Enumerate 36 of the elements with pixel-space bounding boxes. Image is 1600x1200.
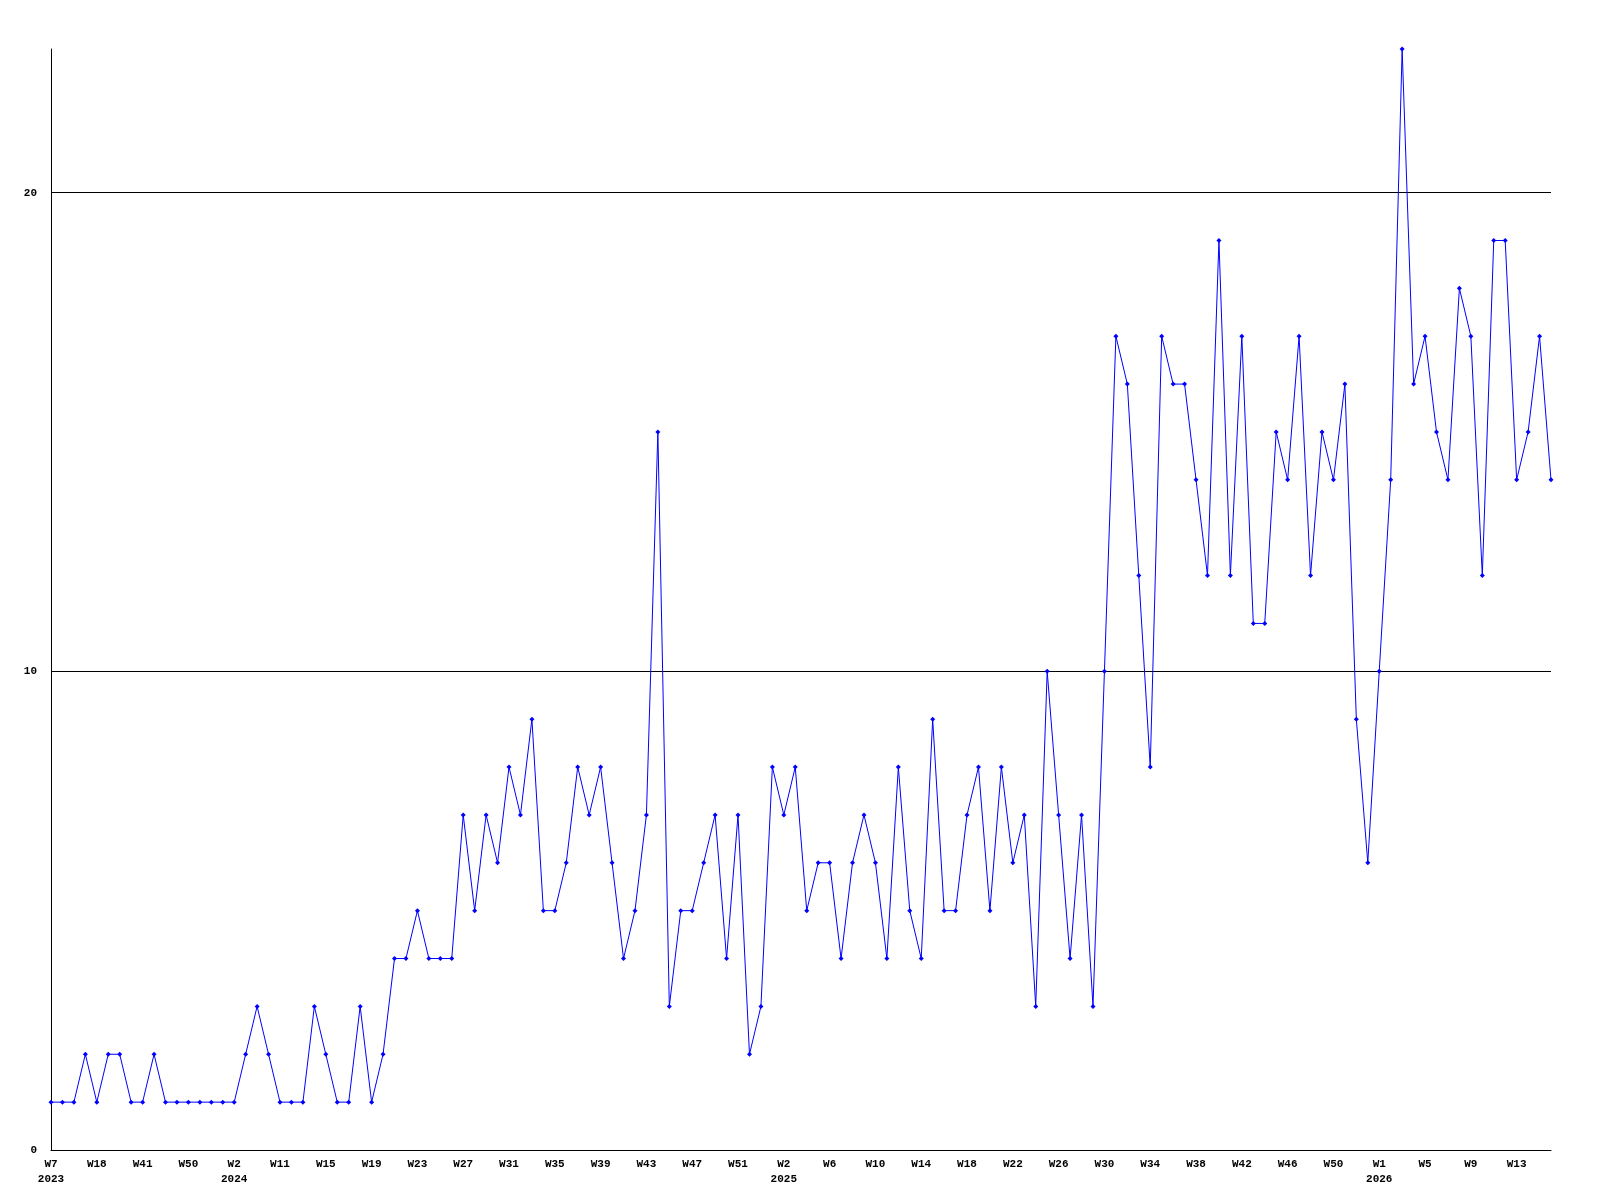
x-tick-label: W5 bbox=[1418, 1157, 1433, 1170]
x-tick-label: W50 bbox=[1323, 1157, 1344, 1170]
x-tick-label: W9 bbox=[1464, 1157, 1478, 1170]
x-tick-label: W26 bbox=[1048, 1157, 1069, 1170]
x-tick-label: W43 bbox=[636, 1157, 657, 1170]
y-tick-label: 10 bbox=[23, 665, 37, 678]
x-tick-label: W34 bbox=[1140, 1157, 1161, 1170]
x-tick-label: W39 bbox=[590, 1157, 611, 1170]
x-tick-label: W11 bbox=[270, 1157, 291, 1170]
x-tick-label: W41 bbox=[132, 1157, 153, 1170]
x-tick-label: W18 bbox=[86, 1157, 108, 1170]
x-tick-label: W35 bbox=[544, 1157, 566, 1170]
x-tick-label: W27 bbox=[453, 1157, 474, 1170]
x-tick-label: W15 bbox=[315, 1157, 337, 1170]
x-tick-label: W18 bbox=[957, 1157, 978, 1170]
x-tick-label: W7 2023 bbox=[37, 1157, 65, 1185]
x-tick-label: W30 bbox=[1094, 1157, 1115, 1170]
x-tick-label: W50 bbox=[178, 1157, 199, 1170]
x-tick-label: W31 bbox=[499, 1157, 520, 1170]
y-tick-label: 20 bbox=[23, 186, 37, 199]
x-tick-label: W1 2026 bbox=[1366, 1157, 1393, 1185]
x-tick-label: W47 bbox=[682, 1157, 703, 1170]
x-tick-label: W19 bbox=[361, 1157, 382, 1170]
x-tick-label: W51 bbox=[728, 1157, 749, 1170]
x-tick-label: W23 bbox=[407, 1157, 428, 1170]
x-tick-label: W13 bbox=[1506, 1157, 1527, 1170]
x-tick-label: W42 bbox=[1231, 1157, 1252, 1170]
y-tick-label: 0 bbox=[30, 1144, 37, 1156]
x-tick-label: W2 2025 bbox=[770, 1157, 798, 1185]
x-tick-label: W10 bbox=[865, 1157, 886, 1170]
x-tick-label: W14 bbox=[911, 1157, 932, 1170]
x-tick-label: W46 bbox=[1277, 1157, 1298, 1170]
x-tick-label: W22 bbox=[1002, 1157, 1023, 1170]
x-tick-label: W38 bbox=[1186, 1157, 1207, 1170]
x-tick-label: W2 2024 bbox=[221, 1157, 248, 1185]
x-tick-label: W6 bbox=[823, 1157, 837, 1170]
